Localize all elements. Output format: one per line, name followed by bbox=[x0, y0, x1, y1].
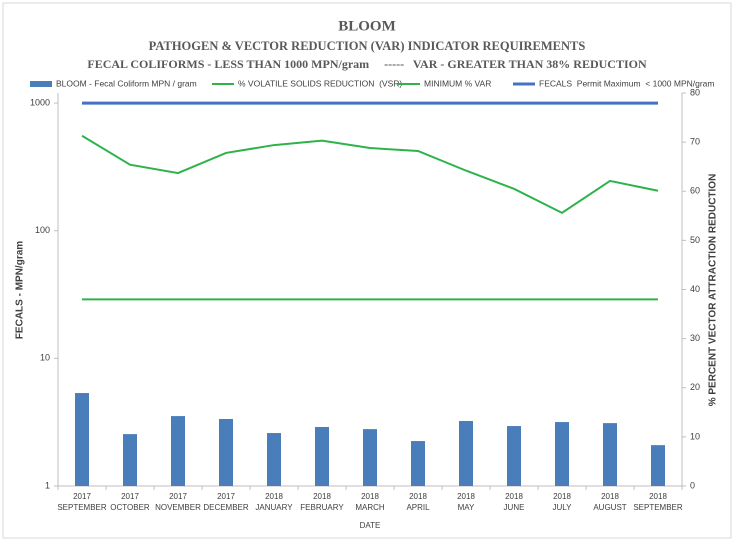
x-tick-label: FEBRUARY bbox=[300, 503, 344, 512]
bar bbox=[75, 393, 89, 486]
x-tick-label: 2017 bbox=[73, 492, 91, 501]
x-tick-label: 2018 bbox=[265, 492, 283, 501]
y-tick-label: 10 bbox=[40, 353, 50, 363]
y2-tick-label: 50 bbox=[690, 235, 700, 245]
x-tick-label: DECEMBER bbox=[203, 503, 249, 512]
chart-subtitle: PATHOGEN & VECTOR REDUCTION (VAR) INDICA… bbox=[149, 39, 586, 53]
legend-label: FECALS Permit Maximum < 1000 MPN/gram bbox=[539, 78, 714, 88]
y2-tick-label: 10 bbox=[690, 431, 700, 441]
y2-tick-label: 30 bbox=[690, 333, 700, 343]
y2-tick-label: 80 bbox=[690, 87, 700, 97]
bar bbox=[603, 423, 617, 486]
chart-subtitle: FECAL COLIFORMS - LESS THAN 1000 MPN/gra… bbox=[87, 57, 647, 71]
legend-label: MINIMUM % VAR bbox=[424, 78, 491, 88]
y2-tick-label: 0 bbox=[690, 480, 695, 490]
x-tick-label: 2018 bbox=[313, 492, 331, 501]
x-tick-label: 2018 bbox=[601, 492, 619, 501]
y2-tick-label: 40 bbox=[690, 284, 700, 294]
x-tick-label: JANUARY bbox=[255, 503, 293, 512]
bar bbox=[459, 421, 473, 486]
x-tick-label: 2018 bbox=[409, 492, 427, 501]
x-tick-label: AUGUST bbox=[593, 503, 626, 512]
y-tick-label: 100 bbox=[35, 225, 50, 235]
x-tick-label: OCTOBER bbox=[110, 503, 150, 512]
line bbox=[81, 134, 659, 215]
chart-title: BLOOM bbox=[338, 18, 396, 34]
x-tick-label: 2018 bbox=[361, 492, 379, 501]
bar bbox=[171, 416, 185, 486]
x-tick-label: JUNE bbox=[504, 503, 525, 512]
y-tick-label: 1 bbox=[45, 480, 50, 490]
legend-label: % VOLATILE SOLIDS REDUCTION (VSR) bbox=[238, 78, 402, 88]
x-tick-label: MAY bbox=[458, 503, 475, 512]
bar bbox=[267, 433, 281, 486]
x-tick-label: MARCH bbox=[355, 503, 385, 512]
bar bbox=[555, 422, 569, 486]
x-tick-label: JULY bbox=[553, 503, 573, 512]
x-tick-label: 2017 bbox=[121, 492, 139, 501]
x-tick-label: 2018 bbox=[505, 492, 523, 501]
x-tick-label: 2017 bbox=[169, 492, 187, 501]
y2-tick-label: 70 bbox=[690, 137, 700, 147]
x-tick-label: 2018 bbox=[553, 492, 571, 501]
bar bbox=[219, 418, 233, 486]
x-tick-label: 2018 bbox=[649, 492, 667, 501]
x-tick-label: 2017 bbox=[217, 492, 235, 501]
bar bbox=[507, 426, 521, 486]
bar bbox=[411, 441, 425, 486]
bar bbox=[315, 426, 329, 486]
bar bbox=[363, 429, 377, 486]
y2-axis-label: % PERCENT VECTOR ATTRACTION REDUCTION bbox=[708, 174, 719, 407]
y-tick-label: 1000 bbox=[30, 97, 50, 107]
x-tick-label: 2018 bbox=[457, 492, 475, 501]
y-axis-label: FECALS - MPN/gram bbox=[15, 241, 26, 339]
x-tick-label: NOVEMBER bbox=[155, 503, 201, 512]
x-tick-label: SEPTEMBER bbox=[633, 503, 683, 512]
y2-tick-label: 20 bbox=[690, 382, 700, 392]
bar bbox=[123, 434, 137, 486]
x-tick-label: APRIL bbox=[406, 503, 430, 512]
y2-tick-label: 60 bbox=[690, 186, 700, 196]
legend-label: BLOOM - Fecal Coliform MPN / gram bbox=[56, 78, 197, 88]
bar bbox=[651, 445, 665, 486]
x-axis-label: DATE bbox=[360, 521, 381, 530]
legend-swatch bbox=[30, 81, 52, 87]
x-tick-label: SEPTEMBER bbox=[57, 503, 107, 512]
